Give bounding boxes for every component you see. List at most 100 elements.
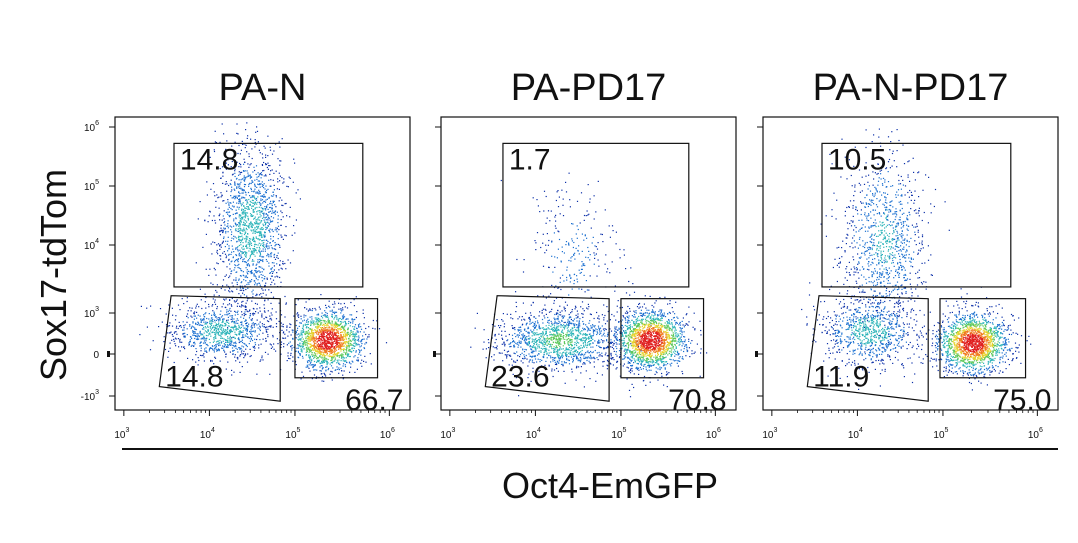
data-point [554,225,556,227]
data-point [596,357,598,359]
data-point [563,321,565,324]
data-point [366,338,368,340]
data-point [240,230,242,232]
data-point [204,219,206,221]
data-point [550,338,552,340]
data-point [261,288,263,290]
data-point [255,231,257,233]
data-point [198,359,200,362]
data-point [522,271,525,273]
data-point [193,312,195,314]
data-point [249,257,251,259]
data-point [265,209,267,211]
data-point [310,322,312,324]
data-point [261,153,263,155]
data-point [246,283,248,286]
data-point [331,320,333,322]
data-point [251,223,253,225]
data-point [330,355,332,357]
data-point [588,336,590,338]
data-point [311,352,313,354]
data-point [350,301,352,304]
data-point [352,344,354,346]
data-point [523,318,525,320]
data-point [558,231,560,233]
data-point [256,373,258,375]
data-point [223,251,225,253]
data-point [299,338,301,340]
data-point [309,348,311,350]
data-point [347,318,349,320]
data-point [518,342,520,344]
data-point [252,229,254,231]
data-point [329,352,331,354]
data-point [313,341,315,343]
data-point [334,335,336,337]
data-point [177,338,179,340]
data-point [553,334,555,336]
data-point [261,185,263,188]
data-point [267,353,269,355]
data-point [354,339,356,341]
data-point [250,332,252,335]
data-point [349,355,351,358]
data-point [225,339,227,341]
data-point [344,326,346,328]
data-point [566,276,568,279]
data-point [626,349,629,351]
data-point [328,320,331,322]
data-point [215,333,217,336]
data-point [275,227,277,229]
data-point [265,213,267,215]
data-point [308,309,310,311]
data-point [340,360,342,362]
data-point [238,333,240,335]
data-point [251,179,253,182]
data-point [234,168,236,170]
data-point [212,241,214,243]
data-point [320,351,322,353]
x-tick-label: 106 [380,427,395,441]
data-point [244,309,246,311]
data-point [295,350,297,352]
data-point [308,336,310,338]
data-point [273,254,275,256]
data-point [573,283,575,285]
data-point [253,238,255,240]
data-point [323,323,325,325]
data-point [530,329,532,331]
data-point [553,232,555,234]
data-point [248,317,251,319]
data-point [220,258,222,260]
data-point [246,229,248,231]
data-point [357,330,359,332]
data-point [330,338,332,340]
data-point [562,198,564,200]
data-point [229,340,231,342]
data-point [268,217,271,219]
data-point [258,184,260,186]
data-point [602,342,604,344]
data-point [215,346,217,348]
data-point [506,340,508,342]
data-point [317,360,319,362]
data-point [330,350,332,353]
data-point [598,342,600,344]
data-point [604,263,606,265]
data-point [314,345,316,347]
data-point [239,332,241,334]
data-point [341,310,343,312]
data-point [216,244,218,246]
data-point [247,202,249,204]
data-point [289,216,291,218]
data-point [195,335,197,337]
data-point [356,327,358,329]
data-point [254,331,256,333]
data-point [348,362,351,364]
data-point [209,320,211,322]
data-point [270,220,272,222]
data-point [559,277,561,279]
data-point [243,190,245,192]
data-point [625,268,627,270]
gate-upper [173,142,364,288]
